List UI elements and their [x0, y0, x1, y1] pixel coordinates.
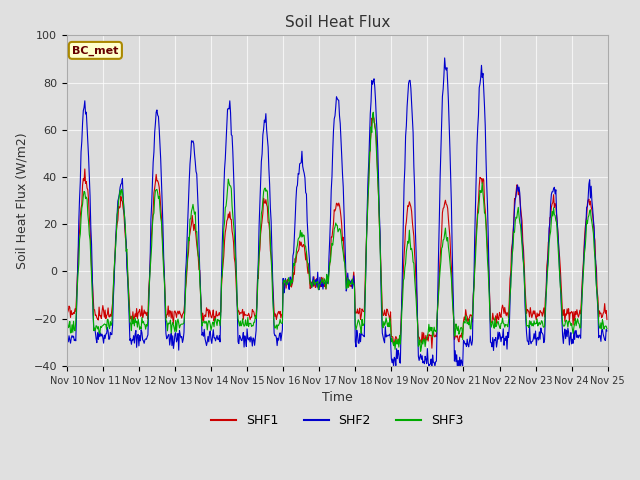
- SHF1: [419, 338, 427, 344]
- SHF1: [63, 305, 70, 311]
- SHF2: [63, 342, 70, 348]
- Title: Soil Heat Flux: Soil Heat Flux: [285, 15, 390, 30]
- SHF1: [369, 114, 377, 120]
- X-axis label: Time: Time: [322, 391, 353, 404]
- SHF3: [403, 244, 411, 250]
- SHF3: [417, 348, 424, 354]
- Legend: SHF1, SHF2, SHF3: SHF1, SHF2, SHF3: [206, 409, 468, 432]
- SHF2: [441, 55, 449, 61]
- SHF3: [420, 336, 428, 342]
- SHF2: [128, 337, 136, 343]
- SHF2: [428, 369, 436, 374]
- SHF1: [403, 210, 411, 216]
- SHF2: [603, 328, 611, 334]
- Y-axis label: Soil Heat Flux (W/m2): Soil Heat Flux (W/m2): [15, 132, 28, 269]
- SHF2: [212, 338, 220, 344]
- SHF2: [403, 123, 410, 129]
- SHF1: [128, 319, 136, 325]
- SHF3: [63, 325, 70, 331]
- SHF1: [603, 317, 611, 323]
- SHF3: [128, 313, 136, 319]
- SHF1: [73, 293, 81, 299]
- Text: BC_met: BC_met: [72, 45, 118, 56]
- SHF2: [73, 306, 81, 312]
- Line: SHF3: SHF3: [67, 112, 607, 351]
- SHF1: [212, 315, 220, 321]
- SHF3: [212, 315, 220, 321]
- SHF3: [369, 109, 377, 115]
- SHF1: [428, 345, 436, 351]
- Line: SHF1: SHF1: [67, 117, 607, 348]
- SHF2: [419, 353, 426, 359]
- SHF2: [183, 239, 191, 244]
- SHF3: [603, 326, 611, 332]
- SHF3: [73, 302, 81, 308]
- SHF1: [183, 268, 191, 274]
- Line: SHF2: SHF2: [67, 58, 607, 372]
- SHF3: [183, 264, 191, 270]
